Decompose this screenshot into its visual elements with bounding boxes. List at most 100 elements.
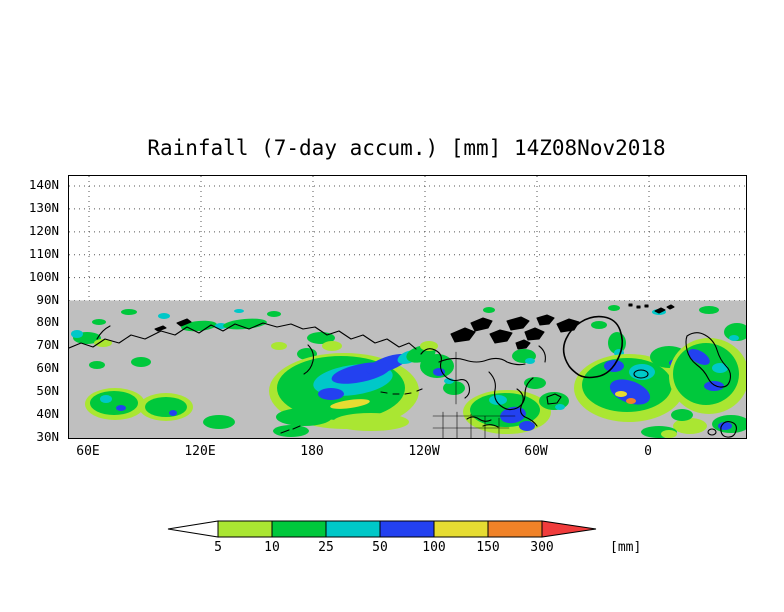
colorbar-tick-label: 300	[530, 540, 553, 555]
y-axis-labels: 140N 130N 120N 110N 100N 90N 80N 70N 60N 50N 40N 30…	[0, 175, 64, 444]
rainfall-blob	[71, 330, 83, 338]
rainfall-shading	[71, 305, 746, 438]
rainfall-blob	[673, 418, 707, 434]
rainfall-blob	[519, 421, 535, 431]
y-axis-tick-label: 50N	[36, 383, 59, 399]
island-franz-josef	[628, 303, 649, 309]
colorbar-segment	[487, 520, 543, 538]
rainfall-blob	[699, 306, 719, 314]
coastline-alaska	[420, 348, 471, 399]
chart-title: Rainfall (7-day accum.) [mm] 14Z08Nov201…	[147, 136, 666, 160]
rainfall-blob	[608, 305, 620, 311]
rainfall-blob	[89, 361, 105, 369]
rainfall-blob	[100, 395, 112, 403]
rainfall-blob	[483, 307, 495, 313]
rainfall-blob	[203, 415, 235, 429]
colorbar-tick-label: 10	[264, 540, 280, 555]
colorbar-segment	[433, 520, 489, 538]
y-axis-tick-label: 120N	[28, 222, 59, 238]
colorbar-tick-label: 100	[422, 540, 445, 555]
y-axis-tick-label: 30N	[36, 428, 59, 444]
rainfall-blob	[271, 342, 287, 350]
rainfall-blob	[591, 321, 607, 329]
rainfall-blob	[661, 430, 677, 438]
rainfall-blob	[704, 381, 724, 391]
rainfall-blob	[121, 309, 137, 315]
rainfall-blob	[92, 319, 106, 325]
island-canadian-archipelago	[450, 314, 580, 350]
coastline-canada-north	[438, 357, 526, 366]
rainfall-blob	[273, 425, 309, 437]
rainfall-blob	[267, 311, 281, 317]
rainfall-blob	[116, 405, 126, 411]
rainfall-blob	[626, 398, 636, 404]
x-axis-tick-label: 120E	[184, 444, 216, 459]
rainfall-blob	[555, 404, 565, 410]
y-axis-tick-label: 40N	[36, 406, 59, 422]
island-ireland	[707, 428, 717, 436]
rainfall-blob	[433, 368, 445, 376]
island-severnaya-zemlya	[176, 318, 192, 327]
rainfall-blob	[223, 318, 267, 330]
colorbar-segment	[217, 520, 273, 538]
y-axis-tick-label: 130N	[28, 199, 59, 215]
colorbar-tick-label: 25	[318, 540, 334, 555]
y-axis-tick-label: 70N	[36, 337, 59, 353]
rainfall-blob	[615, 391, 627, 397]
colorbar: 5 10 25 50 100 150 300 [mm]	[160, 517, 680, 561]
y-axis-tick-label: 60N	[36, 360, 59, 376]
island-great-britain	[720, 421, 737, 438]
rainfall-blob	[729, 335, 739, 341]
colorbar-right-arrow	[541, 520, 597, 538]
y-axis-tick-label: 100N	[28, 268, 59, 284]
rainfall-blob	[718, 422, 732, 430]
colorbar-tick-label: 50	[372, 540, 388, 555]
y-axis-tick-label: 140N	[28, 177, 59, 192]
island-svalbard	[654, 304, 675, 314]
coastline-great-lakes	[466, 416, 499, 428]
rainfall-blob	[524, 377, 546, 389]
rainfall-map	[69, 176, 746, 438]
colorbar-units-label: [mm]	[610, 540, 641, 555]
rainfall-blob	[525, 358, 535, 364]
rainfall-blob	[688, 349, 710, 365]
rainfall-blob	[366, 354, 408, 374]
borders-us-states	[432, 411, 516, 438]
map-plot-area	[68, 175, 747, 439]
colorbar-svg: 5 10 25 50 100 150 300 [mm]	[167, 520, 641, 555]
island-iceland	[633, 369, 649, 379]
colorbar-tick-label: 5	[214, 540, 222, 555]
colorbar-left-arrow	[167, 520, 219, 538]
rainfall-blob	[169, 410, 177, 416]
coastline-greenland	[562, 315, 624, 379]
rainfall-blob	[420, 341, 438, 351]
coastline-novaya-zemlya	[96, 325, 111, 340]
y-axis-tick-label: 110N	[28, 245, 59, 261]
rainfall-blob	[94, 339, 112, 347]
rainfall-blob	[330, 399, 370, 409]
coastlines	[69, 303, 737, 438]
colorbar-segment	[271, 520, 327, 538]
rainfall-blob	[234, 309, 244, 313]
rainfall-blob	[333, 413, 409, 431]
coastline-aleutians	[380, 388, 423, 395]
colorbar-tick-label: 150	[476, 540, 499, 555]
y-axis-tick-label: 80N	[36, 314, 59, 330]
rainfall-blob	[489, 395, 507, 405]
rainfall-blob	[712, 363, 728, 373]
rainfall-blob	[145, 397, 187, 417]
x-axis-labels: 60E 120E 180 120W 60W 0	[68, 444, 745, 462]
rainfall-blob	[318, 388, 344, 400]
x-axis-tick-label: 120W	[408, 444, 440, 459]
island-newfoundland	[546, 393, 562, 405]
rainfall-blob	[609, 379, 651, 405]
coastline-russia-arctic	[69, 322, 417, 350]
x-axis-tick-label: 60W	[524, 444, 548, 459]
coastline-us-east	[516, 388, 538, 427]
rainfall-blob	[671, 409, 693, 421]
coastline-hudson-bay	[488, 371, 534, 411]
rainfall-blob	[158, 313, 170, 319]
rainfall-blob	[131, 357, 151, 367]
colorbar-segment	[379, 520, 435, 538]
rainfall-blob	[276, 408, 332, 426]
